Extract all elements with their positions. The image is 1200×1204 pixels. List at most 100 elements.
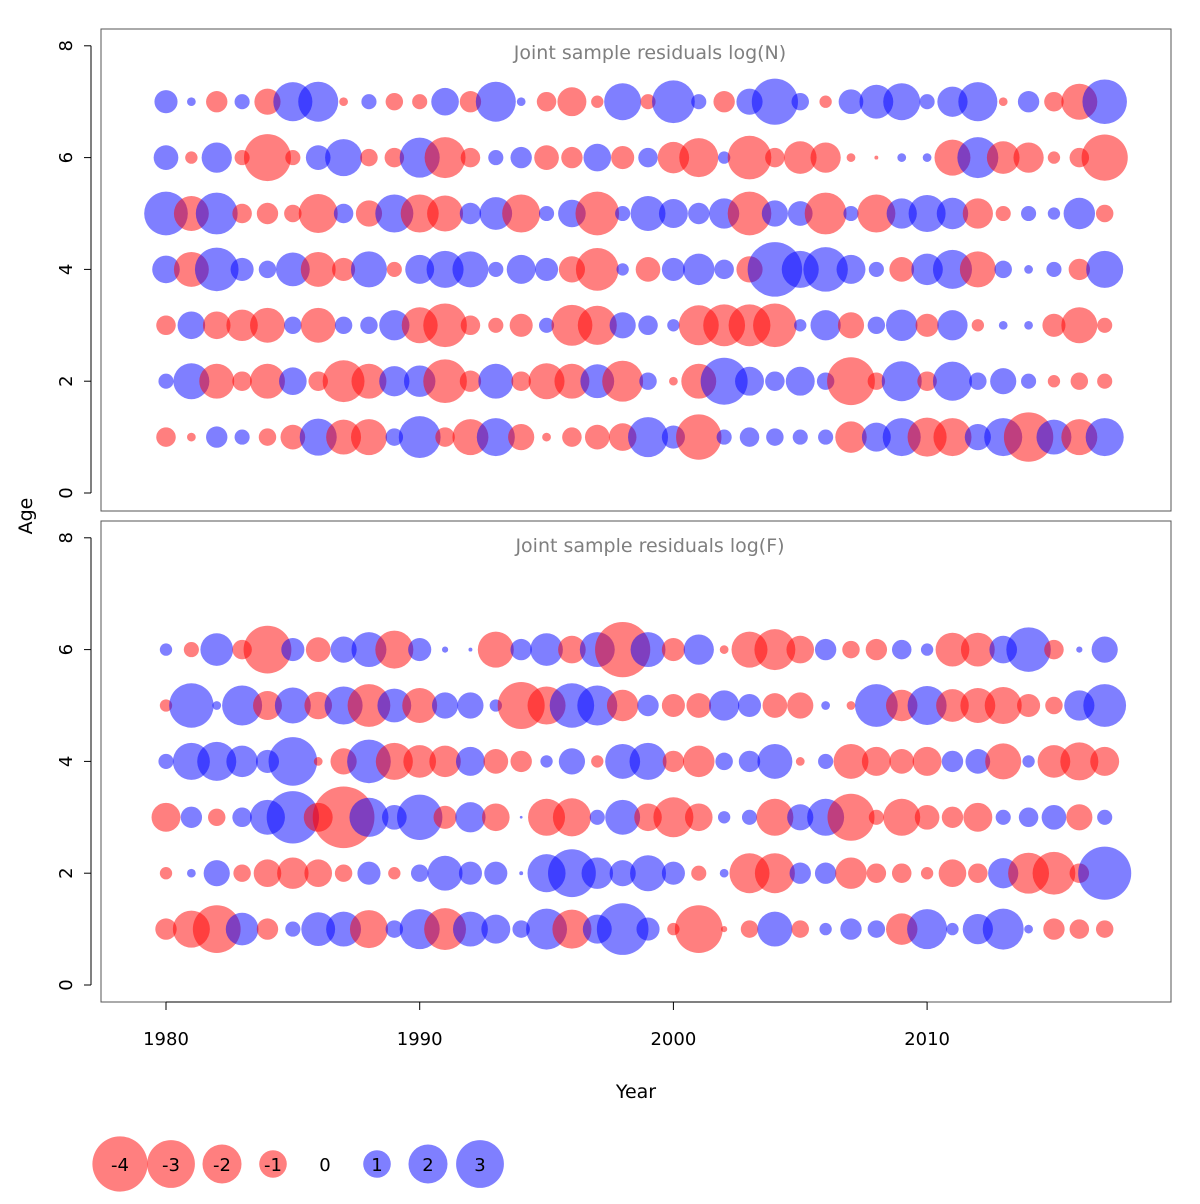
bubble (1024, 924, 1033, 934)
bubble (455, 802, 486, 833)
bubble (519, 815, 523, 819)
bubble (1091, 636, 1118, 663)
bubble (180, 806, 203, 828)
bubble (388, 867, 401, 880)
bubble (558, 635, 586, 664)
bubble (429, 745, 461, 778)
bubble (933, 418, 972, 457)
bubble (741, 809, 758, 825)
bubble (300, 307, 336, 343)
bubble (959, 251, 996, 288)
bubble (1024, 265, 1033, 274)
bubble (661, 638, 685, 662)
bubble (1037, 745, 1071, 778)
bubble (803, 247, 848, 292)
bubble (200, 633, 234, 666)
bubble (792, 429, 808, 445)
bubble (640, 94, 656, 110)
bubble (398, 416, 441, 459)
legend-bubble (259, 1150, 287, 1178)
bubble (686, 693, 712, 718)
bubble (313, 757, 323, 766)
bubble (994, 260, 1012, 279)
bubble (591, 95, 604, 108)
bubble (886, 198, 917, 229)
bubble (661, 257, 685, 281)
bubble (459, 370, 482, 392)
x-tick-label: 2010 (904, 1029, 950, 1050)
bubble (330, 636, 357, 663)
legend-bubble (408, 1144, 448, 1184)
bubble (837, 312, 865, 339)
bubble (424, 137, 466, 179)
bubble (250, 307, 285, 343)
bubble (192, 905, 241, 953)
bubble (510, 638, 532, 661)
bubble (1068, 258, 1091, 281)
bubble (460, 147, 481, 168)
bubble (478, 363, 514, 399)
bubble (740, 920, 759, 938)
bubble (938, 859, 967, 887)
bubble (258, 260, 277, 279)
bubble (206, 91, 228, 113)
bubble (332, 257, 356, 281)
bubble (397, 794, 443, 840)
bubble (351, 363, 387, 399)
bubble (757, 911, 793, 947)
bubble (226, 309, 258, 342)
bubble (1021, 373, 1037, 389)
bubble (203, 860, 230, 887)
bubble (1021, 205, 1037, 222)
bubble (691, 94, 707, 110)
bubble (936, 689, 969, 722)
bubble (766, 428, 784, 446)
bubble (591, 755, 604, 768)
bubble (300, 251, 336, 287)
bubble (1097, 317, 1113, 333)
bubble (661, 693, 685, 718)
bubble (721, 926, 728, 933)
bubble (458, 861, 482, 885)
bubble (509, 313, 533, 337)
bubble (765, 371, 785, 391)
bubble (717, 811, 731, 824)
bubble (658, 199, 688, 228)
axes-layer: 0 2 4 6 8 0 2 4 6 8 1980 1990 2000 2010 (56, 40, 950, 1050)
bubble (609, 312, 636, 339)
bubble (488, 317, 504, 333)
bubble (963, 802, 993, 832)
bubble (602, 360, 644, 402)
marks-layer (144, 78, 1132, 955)
bubble (751, 78, 798, 125)
bubble (400, 194, 439, 233)
bubble (441, 646, 449, 653)
bubble (957, 137, 999, 179)
bubble (713, 91, 735, 113)
bubble (583, 143, 612, 172)
bubble (266, 791, 320, 844)
legend-bubble (92, 1136, 148, 1192)
bubble (158, 373, 174, 389)
bubble (912, 746, 942, 776)
bubble (234, 94, 250, 110)
bubble (683, 253, 715, 286)
bubble (274, 687, 311, 724)
bubble (727, 191, 772, 236)
bubble (1069, 919, 1090, 939)
bubble (861, 746, 891, 776)
bubble (187, 432, 196, 442)
bubble (960, 688, 996, 723)
bubble (281, 638, 305, 662)
bubble (946, 922, 959, 936)
bubble (897, 153, 907, 162)
bubble (339, 97, 348, 107)
bubble (738, 750, 761, 773)
bubble (506, 254, 536, 284)
bubble (333, 203, 354, 224)
bubble (866, 863, 887, 883)
bubble (1070, 372, 1089, 390)
bubble (667, 319, 680, 332)
bubble (915, 313, 939, 337)
bubble (679, 138, 719, 178)
